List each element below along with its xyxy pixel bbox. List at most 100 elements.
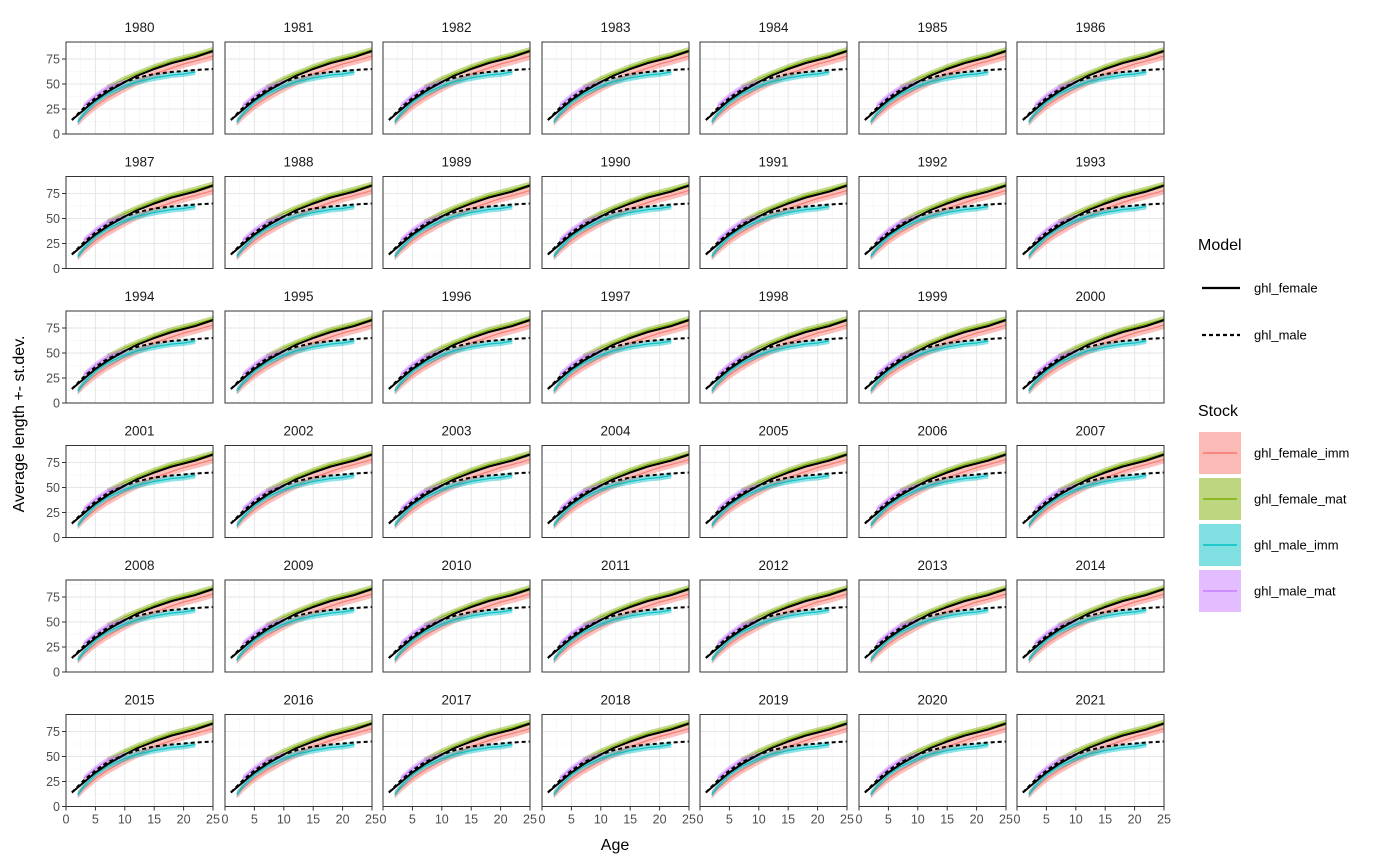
model-line-ghl_female bbox=[1022, 722, 1165, 794]
y-tick-label: 50 bbox=[46, 78, 60, 92]
model-line-ghl_male bbox=[547, 740, 690, 794]
model-line-ghl_male bbox=[1022, 606, 1165, 659]
panel-border bbox=[541, 579, 690, 673]
panel-border bbox=[382, 445, 531, 538]
line-ghl_female_imm bbox=[553, 593, 690, 661]
ribbon-ghl_female_mat bbox=[900, 719, 1006, 764]
model-line-ghl_male bbox=[864, 337, 1007, 390]
panel-border bbox=[224, 445, 373, 538]
facet-panel-2013: 2013 bbox=[858, 558, 1007, 673]
line-ghl_female_mat bbox=[899, 49, 1007, 89]
line-ghl_male_imm bbox=[394, 340, 513, 392]
x-tick-label: 0 bbox=[1014, 813, 1021, 827]
x-tick-label: 20 bbox=[336, 813, 350, 827]
ribbon-ghl_male_mat bbox=[717, 348, 759, 378]
x-tick-label: 5 bbox=[1043, 813, 1050, 827]
model-line-ghl_male bbox=[230, 740, 373, 794]
ribbon-ghl_female_mat bbox=[900, 585, 1006, 629]
model-line-ghl_male bbox=[388, 606, 531, 659]
ribbon-ghl_female_mat bbox=[266, 181, 372, 226]
line-ghl_female_imm bbox=[236, 727, 373, 795]
model-line-ghl_male bbox=[71, 337, 214, 390]
line-ghl_female_mat bbox=[740, 49, 848, 89]
line-ghl_male_imm bbox=[870, 205, 989, 257]
facet-panel-1999: 1999 bbox=[858, 289, 1007, 404]
facet-panel-1980: 1980 0 25 50 75 bbox=[46, 20, 214, 142]
line-ghl_female_imm bbox=[553, 324, 690, 392]
model-line-ghl_male bbox=[705, 606, 848, 659]
line-ghl_male_imm bbox=[236, 474, 355, 526]
ribbon-ghl_female_mat bbox=[266, 316, 372, 360]
model-line-ghl_male bbox=[1022, 471, 1165, 525]
line-ghl_female_mat bbox=[582, 587, 690, 627]
strip-label: 2006 bbox=[917, 424, 947, 439]
ribbon-ghl_female_mat bbox=[266, 47, 372, 91]
line-ghl_female_mat bbox=[1057, 721, 1165, 762]
line-ghl_male_imm bbox=[870, 743, 989, 795]
line-ghl_female_imm bbox=[394, 593, 531, 661]
panel-border bbox=[1016, 310, 1165, 404]
ribbon-ghl_male_mat bbox=[717, 213, 759, 244]
legend-key-ghl_male_mat: ghl_male_mat bbox=[1199, 570, 1336, 612]
model-line-ghl_female bbox=[71, 184, 214, 256]
facet-panel-1998: 1998 bbox=[699, 289, 848, 404]
ribbon-ghl_female_mat bbox=[1058, 47, 1164, 91]
panel-border bbox=[1016, 579, 1165, 673]
legend-key-ghl_male_imm: ghl_male_imm bbox=[1199, 524, 1339, 566]
line-ghl_male_imm bbox=[1028, 205, 1147, 257]
ribbon-ghl_female_mat bbox=[107, 719, 213, 764]
y-tick-label: 75 bbox=[46, 187, 60, 201]
line-ghl_male_imm bbox=[711, 474, 830, 526]
x-tick-label: 25 bbox=[999, 813, 1013, 827]
model-line-ghl_female bbox=[705, 319, 848, 390]
x-tick-label: 20 bbox=[970, 813, 984, 827]
facet-panel-1987: 1987 0 25 50 75 bbox=[46, 155, 214, 276]
strip-label: 1990 bbox=[600, 155, 630, 170]
line-ghl_male_imm bbox=[870, 71, 989, 123]
facet-panel-1991: 1991 bbox=[699, 155, 848, 269]
x-tick-label: 15 bbox=[147, 813, 161, 827]
ribbon-ghl_male_mat bbox=[400, 79, 442, 109]
line-ghl_female_mat bbox=[106, 318, 214, 358]
panel-border bbox=[224, 41, 373, 135]
strip-label: 2008 bbox=[124, 558, 154, 573]
line-ghl_female_imm bbox=[870, 593, 1007, 661]
line-ghl_female_imm bbox=[394, 189, 531, 257]
model-line-ghl_female bbox=[705, 588, 848, 659]
x-tick-label: 25 bbox=[682, 813, 696, 827]
line-ghl_female_mat bbox=[899, 587, 1007, 627]
line-ghl_female_mat bbox=[423, 452, 531, 493]
facet-panel-2015: 2015 0 25 50 75 0 5 10 15 20 25 bbox=[46, 693, 220, 827]
line-ghl_female_imm bbox=[236, 458, 373, 526]
strip-label: 2016 bbox=[283, 693, 313, 708]
model-line-ghl_male bbox=[864, 740, 1007, 794]
x-tick-label: 10 bbox=[594, 813, 608, 827]
panel-border bbox=[65, 41, 214, 135]
line-ghl_female_imm bbox=[77, 593, 214, 661]
facet-panel-1982: 1982 bbox=[382, 20, 531, 135]
panel-border bbox=[224, 714, 373, 807]
strip-label: 2017 bbox=[441, 693, 471, 708]
line-ghl_female_imm bbox=[77, 324, 214, 392]
facet-panel-2017: 2017 0 5 10 15 20 25 bbox=[380, 693, 537, 827]
line-ghl_female_imm bbox=[1028, 324, 1165, 392]
line-ghl_female_imm bbox=[77, 55, 214, 123]
ribbon-ghl_female_mat bbox=[266, 450, 372, 495]
x-tick-label: 15 bbox=[1098, 813, 1112, 827]
strip-label: 2014 bbox=[1075, 558, 1106, 573]
model-line-ghl_female bbox=[71, 319, 214, 390]
facet-panel-1986: 1986 bbox=[1016, 20, 1165, 135]
x-tick-label: 10 bbox=[752, 813, 766, 827]
line-ghl_female_imm bbox=[1028, 458, 1165, 526]
legend-key-ghl_female: ghl_female bbox=[1202, 281, 1318, 296]
facet-panel-1981: 1981 bbox=[224, 20, 373, 135]
strip-label: 2002 bbox=[283, 424, 313, 439]
ribbon-ghl_male_mat bbox=[559, 348, 601, 378]
panel-border bbox=[541, 714, 690, 807]
line-ghl_female_imm bbox=[77, 189, 214, 257]
line-ghl_female_imm bbox=[1028, 593, 1165, 661]
panel-border bbox=[858, 310, 1007, 404]
ribbon-ghl_female_mat bbox=[424, 316, 530, 360]
line-ghl_male_imm bbox=[394, 609, 513, 661]
